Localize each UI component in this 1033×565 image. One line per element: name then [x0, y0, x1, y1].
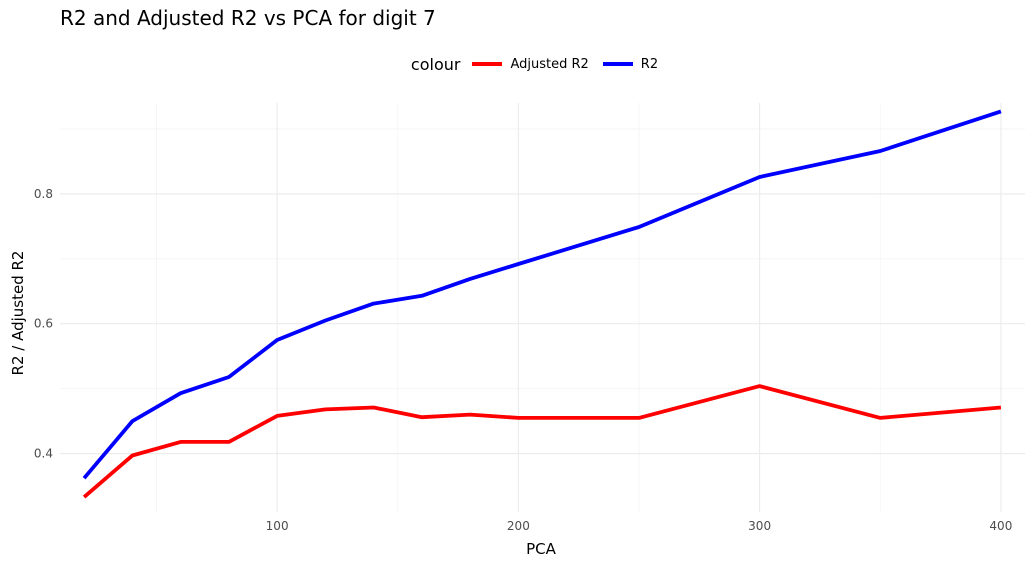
x-tick-label: 300 [748, 519, 771, 533]
legend-label-r2: R2 [640, 56, 659, 72]
legend-title: colour [410, 54, 461, 74]
y-tick-label: 0.6 [34, 317, 53, 331]
legend: colour Adjusted R2 R2 [0, 52, 1033, 76]
legend-key-r2 [602, 62, 633, 66]
chart-title: R2 and Adjusted R2 vs PCA for digit 7 [60, 6, 436, 30]
tick-labels: 100 200 300 400 0.4 0.6 0.8 [34, 187, 1012, 533]
legend-key-adjusted-r2 [472, 62, 503, 66]
x-tick-label: 200 [507, 519, 530, 533]
grid [60, 103, 1025, 512]
series-line-r2 [82, 109, 1002, 480]
series-line-adjusted-r2 [82, 384, 1002, 499]
y-tick-label: 0.8 [34, 187, 53, 201]
series-layer [82, 109, 1002, 499]
x-tick-label: 400 [989, 519, 1012, 533]
y-tick-label: 0.4 [34, 447, 53, 461]
legend-item-r2: R2 [602, 56, 659, 72]
legend-item-adjusted-r2: Adjusted R2 [472, 56, 589, 72]
legend-label-adjusted-r2: Adjusted R2 [510, 56, 589, 72]
y-axis-title: R2 / Adjusted R2 [9, 251, 27, 376]
x-axis-title: PCA [526, 540, 557, 558]
x-tick-label: 100 [266, 519, 289, 533]
